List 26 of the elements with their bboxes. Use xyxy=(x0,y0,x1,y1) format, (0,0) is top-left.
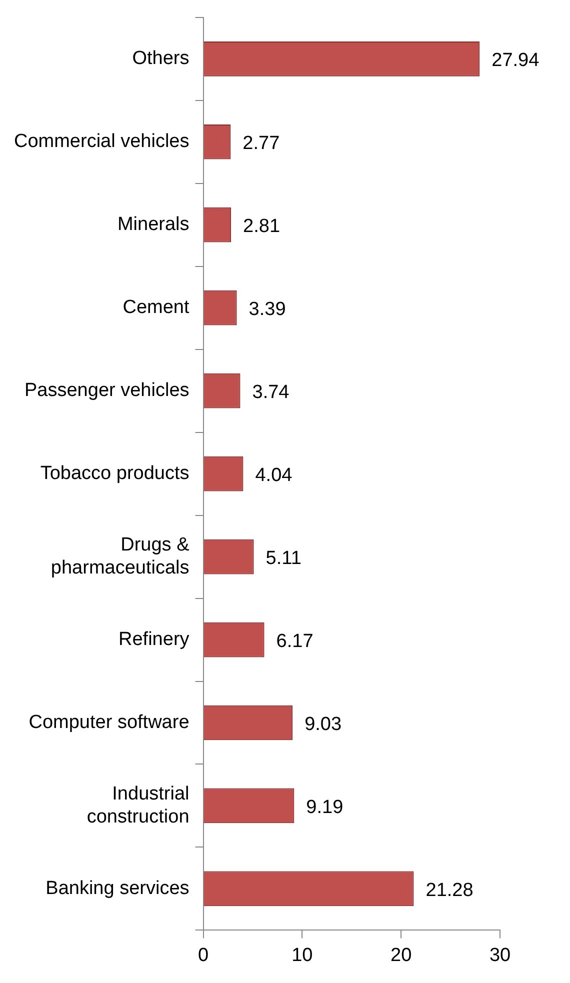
data-label: 9.03 xyxy=(304,714,342,735)
data-label: 21.28 xyxy=(426,880,474,901)
y-tick-label: Tobacco products xyxy=(40,463,190,484)
y-tick-label: Commercial vehicles xyxy=(14,131,190,152)
data-label: 2.77 xyxy=(242,133,280,154)
x-tick-label: 20 xyxy=(390,944,412,966)
data-label: 2.81 xyxy=(243,216,280,238)
y-tick-label: Industrial construction xyxy=(86,784,190,828)
y-tick-label: Passenger vehicles xyxy=(24,380,190,402)
y-tick-label: Others xyxy=(132,48,190,70)
data-label: 3.74 xyxy=(252,382,290,404)
data-label: 6.17 xyxy=(276,631,314,652)
y-tick-label: Cement xyxy=(122,297,190,318)
y-tick-label: Banking services xyxy=(46,878,190,899)
x-tick-label: 0 xyxy=(198,944,209,966)
y-tick-label: Drugs & pharmaceuticals xyxy=(50,534,190,578)
y-tick-label: Computer software xyxy=(28,712,190,733)
data-label: 3.39 xyxy=(248,299,286,320)
data-label: 4.04 xyxy=(255,465,293,486)
data-label: 9.19 xyxy=(306,796,344,818)
data-label: 27.94 xyxy=(492,50,540,72)
y-tick-label: Refinery xyxy=(118,629,190,650)
x-tick-label: 30 xyxy=(489,944,511,966)
y-tick-label: Minerals xyxy=(117,214,190,236)
data-label: 5.11 xyxy=(266,548,302,570)
x-tick-label: 10 xyxy=(292,944,313,966)
